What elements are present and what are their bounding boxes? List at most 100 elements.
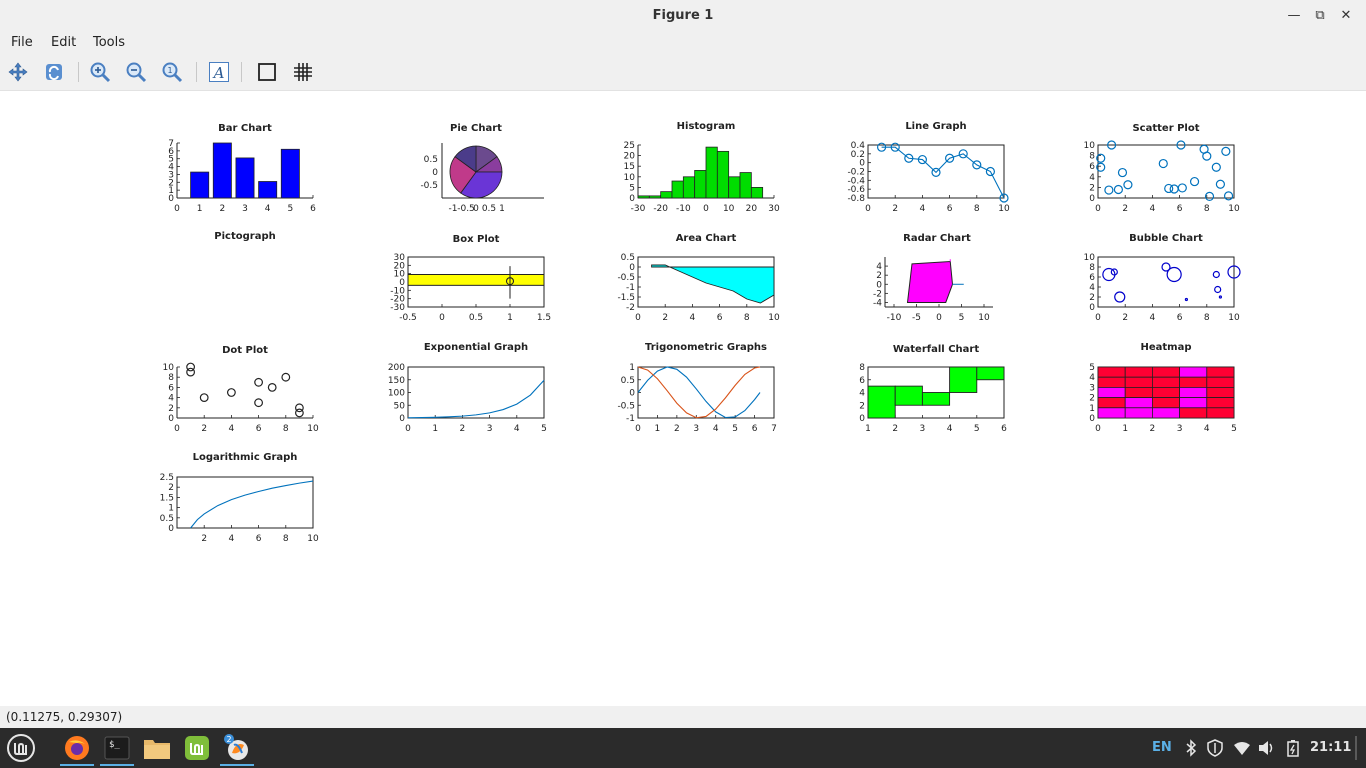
x-tick-label: 10 [768,313,780,323]
x-tick-label: 3 [1177,424,1183,434]
x-tick-label: 4 [229,424,235,434]
menu-tools[interactable]: Tools [93,35,126,50]
heatmap-cell [1152,397,1181,409]
files-icon[interactable] [140,732,174,764]
y-tick-label: 2 [168,483,174,493]
zoom-reset-icon[interactable]: 1 [159,59,185,85]
wifi-icon[interactable] [1232,738,1252,758]
area-fill [651,264,775,304]
x-tick-label: 2 [1150,424,1156,434]
pan-icon[interactable] [5,59,31,85]
volume-icon[interactable] [1257,738,1277,758]
x-tick-label: 10 [723,204,735,214]
close-button[interactable]: ✕ [1340,8,1352,23]
y-tick-label: 2 [1089,394,1095,404]
x-tick-label: 3 [920,424,926,434]
data-point [1223,191,1234,201]
plot-axes [176,476,314,529]
shield-icon[interactable] [1206,738,1224,758]
y-tick-label: 10 [624,173,636,183]
terminal-icon[interactable]: $_ [100,732,134,766]
x-tick-label: 4 [1150,313,1156,323]
firefox-icon[interactable] [60,732,94,766]
x-tick-label: 10 [307,534,319,544]
x-tick-label: 0.5 [469,313,483,323]
zoom-in-icon[interactable] [87,59,113,85]
pie-slice [449,156,477,194]
x-tick-label: 0 [703,204,709,214]
heatmap-cell [1179,376,1208,388]
data-point [1177,183,1187,193]
bluetooth-icon[interactable] [1183,738,1199,758]
median-marker [505,277,515,286]
chart-title: Pictograph [214,231,275,242]
data-point [1161,262,1171,272]
menu-file[interactable]: File [11,35,33,50]
data-point [917,154,928,165]
figure-canvas[interactable]: Bar Chart 0 1 2 3 4 5 6 0 1 2 3 4 5 6 7 Pie Chart 0.5 0 -0.… [0,91,1366,706]
x-tick-label: 0 [174,424,180,434]
axes-box-icon[interactable] [254,59,280,85]
chart-title: Pie Chart [450,123,502,134]
data-point [1096,153,1106,163]
plot-axes [637,366,775,419]
dot [254,398,264,408]
x-tick-label: 6 [310,204,316,214]
x-tick-label: 3 [693,424,699,434]
y-tick-label: 10 [163,363,175,373]
restore-button[interactable]: ⧉ [1315,8,1325,23]
data-point [1113,184,1124,195]
heatmap-cell [1206,376,1235,388]
x-tick-label: 2 [674,424,680,434]
y-tick-label: 0 [1089,194,1095,204]
x-tick-label: 2 [460,424,466,434]
data-point [1221,146,1231,156]
toolbar-separator [196,62,197,82]
y-tick-label: 0.5 [160,514,174,524]
histogram-bar [682,176,696,199]
data-point [1202,151,1212,161]
rotate-icon[interactable] [41,59,67,85]
x-tick-label: 0 [936,313,942,323]
y-tick-label: 2 [859,401,865,411]
octave-icon[interactable]: 2 [220,732,254,766]
insert-text-icon[interactable]: A [206,59,232,85]
grid-icon[interactable] [290,59,316,85]
waterfall-step [949,366,978,393]
data-point [1110,268,1118,276]
waterfall-step [921,392,951,406]
radar-polygon [906,261,954,303]
clock[interactable]: 21:11 [1310,740,1352,755]
x-tick-label: 4 [1204,424,1210,434]
x-tick-label: 6 [256,424,262,434]
chart-title: Heatmap [1140,342,1191,353]
y-tick-label: 6 [859,376,865,386]
zoom-out-icon[interactable] [123,59,149,85]
data-point [1123,180,1133,190]
series-line [190,480,314,529]
histogram-bar [648,195,662,199]
histogram-bar [671,180,684,199]
x-tick-label: 0 [635,424,641,434]
data-point [876,142,887,152]
show-desktop-handle[interactable] [1355,736,1357,760]
mintupdate-icon[interactable] [180,732,214,764]
dot [281,372,291,382]
data-point [1164,183,1174,194]
plot-axes [867,144,1005,199]
heatmap-cell [1097,366,1126,378]
menu-edit[interactable]: Edit [51,35,77,50]
y-tick-label: 3 [1089,383,1095,393]
x-tick-label: -20 [653,204,668,214]
minimize-button[interactable]: — [1287,8,1301,23]
y-tick-label: 0.2 [851,150,865,160]
data-point [1212,270,1220,279]
y-tick-label: 6 [168,383,174,393]
chart-title: Radar Chart [903,233,971,244]
battery-icon[interactable] [1283,738,1303,758]
x-tick-label: 0.5 [482,204,496,214]
mint-menu-icon[interactable] [4,732,38,764]
y-tick-label: 4 [168,163,174,173]
keyboard-layout-indicator[interactable]: EN [1152,740,1172,755]
y-tick-label: 4 [876,262,882,272]
